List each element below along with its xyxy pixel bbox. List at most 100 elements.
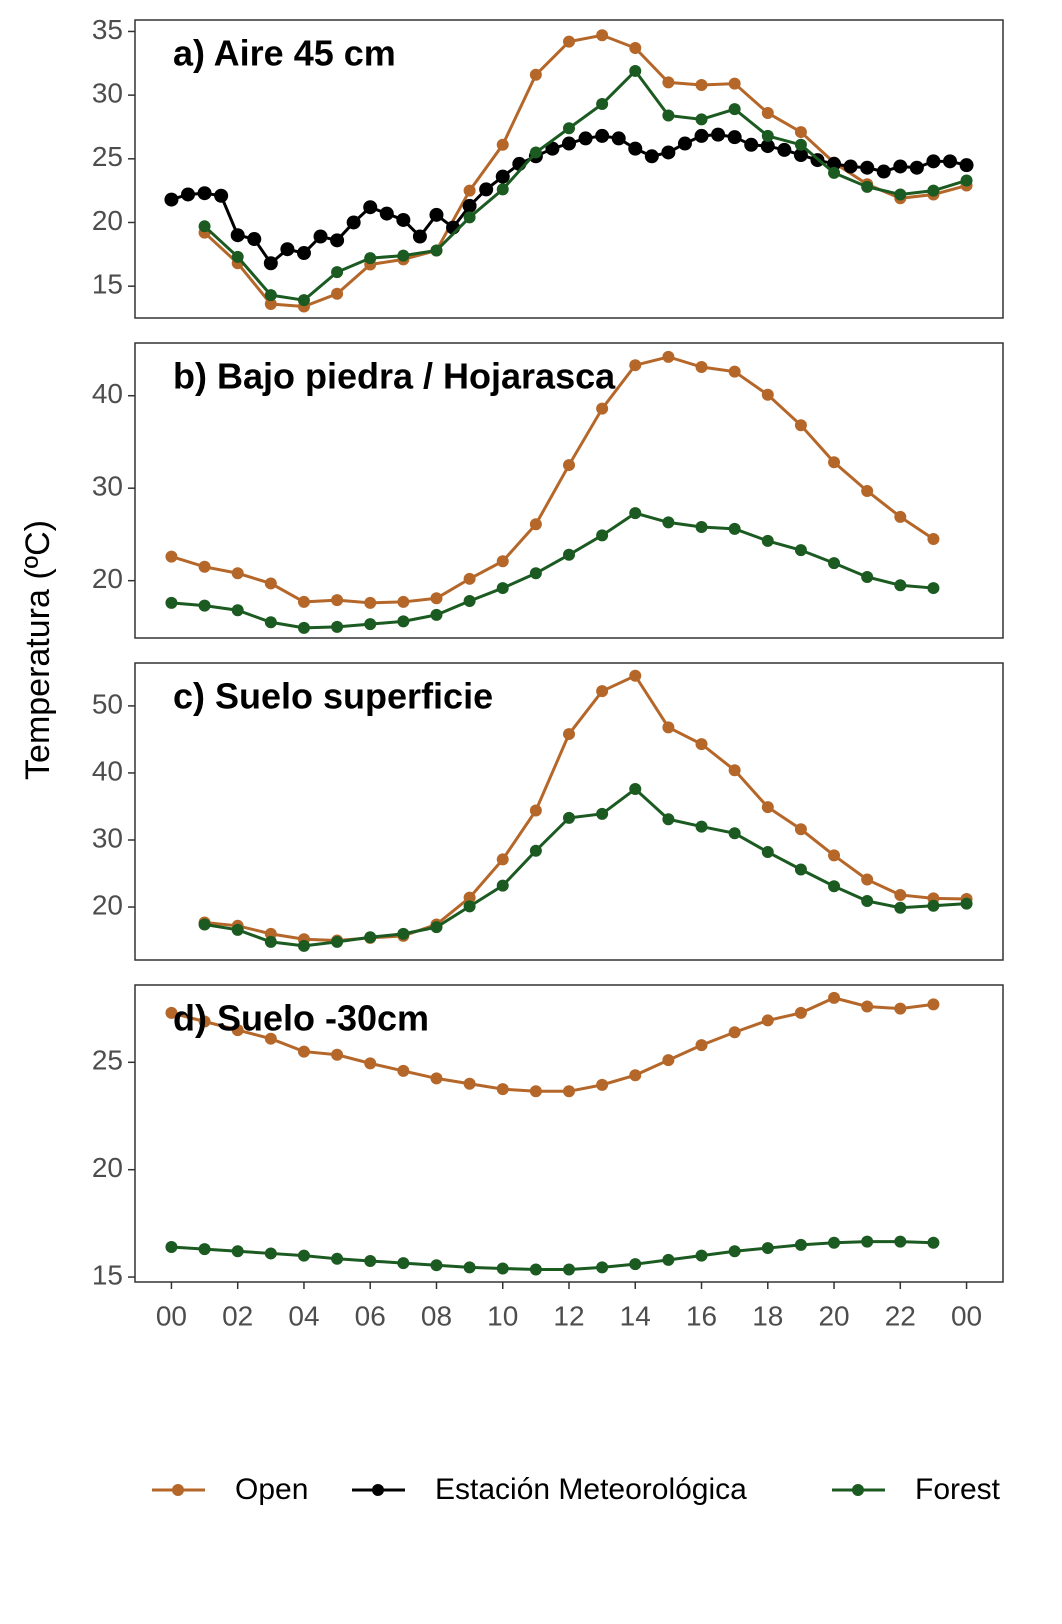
data-point — [794, 138, 807, 151]
data-point — [529, 844, 542, 857]
panel-title: c) Suelo superficie — [173, 676, 493, 717]
data-point — [563, 459, 575, 472]
data-point — [462, 198, 477, 213]
data-point — [297, 621, 310, 634]
data-point — [595, 128, 610, 143]
data-point — [611, 131, 626, 146]
data-point — [198, 1243, 211, 1256]
data-point — [761, 1014, 774, 1027]
data-point — [264, 297, 277, 310]
data-point — [197, 186, 212, 201]
data-point — [264, 289, 277, 302]
data-point — [463, 184, 476, 197]
data-point — [761, 1242, 774, 1255]
data-point — [397, 615, 410, 628]
data-point — [297, 939, 310, 952]
data-point — [661, 145, 676, 160]
data-point — [695, 113, 708, 126]
data-point — [827, 156, 842, 171]
data-point — [264, 935, 277, 948]
data-point — [662, 1253, 675, 1266]
y-tick-label: 25 — [92, 141, 123, 172]
data-point — [563, 811, 575, 824]
data-point — [379, 206, 394, 221]
data-point — [843, 159, 858, 174]
data-point — [529, 1085, 542, 1098]
data-point — [596, 402, 609, 415]
data-point — [828, 557, 841, 570]
data-point — [331, 266, 344, 279]
data-point — [297, 1249, 310, 1262]
data-point — [861, 570, 874, 583]
data-point — [496, 183, 509, 196]
data-point — [563, 122, 575, 135]
data-point — [463, 595, 476, 608]
data-point — [909, 160, 924, 175]
data-point — [695, 521, 708, 534]
data-point — [412, 229, 427, 244]
data-point — [479, 182, 494, 197]
x-tick-label: 06 — [355, 1300, 386, 1331]
legend-dot — [372, 1484, 384, 1496]
data-point — [397, 1064, 410, 1077]
data-point — [894, 579, 907, 592]
series-line — [171, 511, 934, 630]
data-point — [280, 242, 295, 257]
data-point — [346, 215, 361, 230]
data-point — [794, 1238, 807, 1251]
data-point — [894, 1235, 907, 1248]
data-point — [629, 359, 642, 372]
data-point — [629, 42, 642, 55]
data-point — [894, 510, 907, 523]
data-point — [662, 1054, 675, 1067]
data-point — [694, 128, 709, 143]
data-point — [695, 361, 708, 374]
data-point — [165, 1240, 178, 1253]
panel-border — [134, 662, 1004, 961]
data-point — [596, 1261, 609, 1274]
y-tick-label: 15 — [92, 1259, 123, 1290]
data-point — [331, 594, 344, 607]
data-point — [596, 807, 609, 820]
data-point — [894, 888, 907, 901]
data-point — [662, 813, 675, 826]
data-point — [563, 1263, 575, 1276]
data-point — [397, 249, 410, 262]
data-point — [463, 1077, 476, 1090]
data-point — [794, 823, 807, 836]
data-point — [960, 174, 973, 187]
data-point — [165, 596, 178, 609]
data-point — [861, 484, 874, 497]
data-point — [860, 160, 875, 175]
y-axis-label: Temperatura (ºC) — [19, 520, 57, 780]
y-tick-label: 35 — [92, 14, 123, 45]
data-point — [198, 560, 211, 573]
data-point — [927, 998, 940, 1011]
data-point — [893, 159, 908, 174]
data-point — [364, 1057, 377, 1070]
data-point — [695, 78, 708, 91]
data-point — [662, 721, 675, 734]
data-point — [728, 764, 741, 777]
data-point — [960, 897, 973, 910]
data-point — [828, 991, 841, 1004]
data-point — [364, 931, 377, 944]
series-line — [203, 68, 967, 302]
data-point — [894, 188, 907, 201]
x-tick-label: 00 — [951, 1300, 982, 1331]
data-point — [727, 130, 742, 145]
x-tick-label: 12 — [553, 1300, 584, 1331]
panel-border — [134, 342, 1004, 639]
data-point — [164, 192, 179, 207]
data-point — [364, 596, 377, 609]
y-tick-label: 30 — [92, 822, 123, 853]
data-point — [198, 1015, 211, 1028]
data-point — [629, 1069, 642, 1082]
data-point — [529, 146, 542, 159]
y-tick-label: 40 — [92, 755, 123, 786]
data-point — [397, 1257, 410, 1270]
data-point — [695, 1039, 708, 1052]
data-point — [297, 1045, 310, 1058]
legend-label: Estación Meteorológica — [435, 1473, 747, 1506]
data-point — [529, 1263, 542, 1276]
